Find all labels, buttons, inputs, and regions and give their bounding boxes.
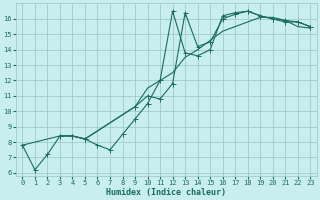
X-axis label: Humidex (Indice chaleur): Humidex (Indice chaleur) (106, 188, 226, 197)
